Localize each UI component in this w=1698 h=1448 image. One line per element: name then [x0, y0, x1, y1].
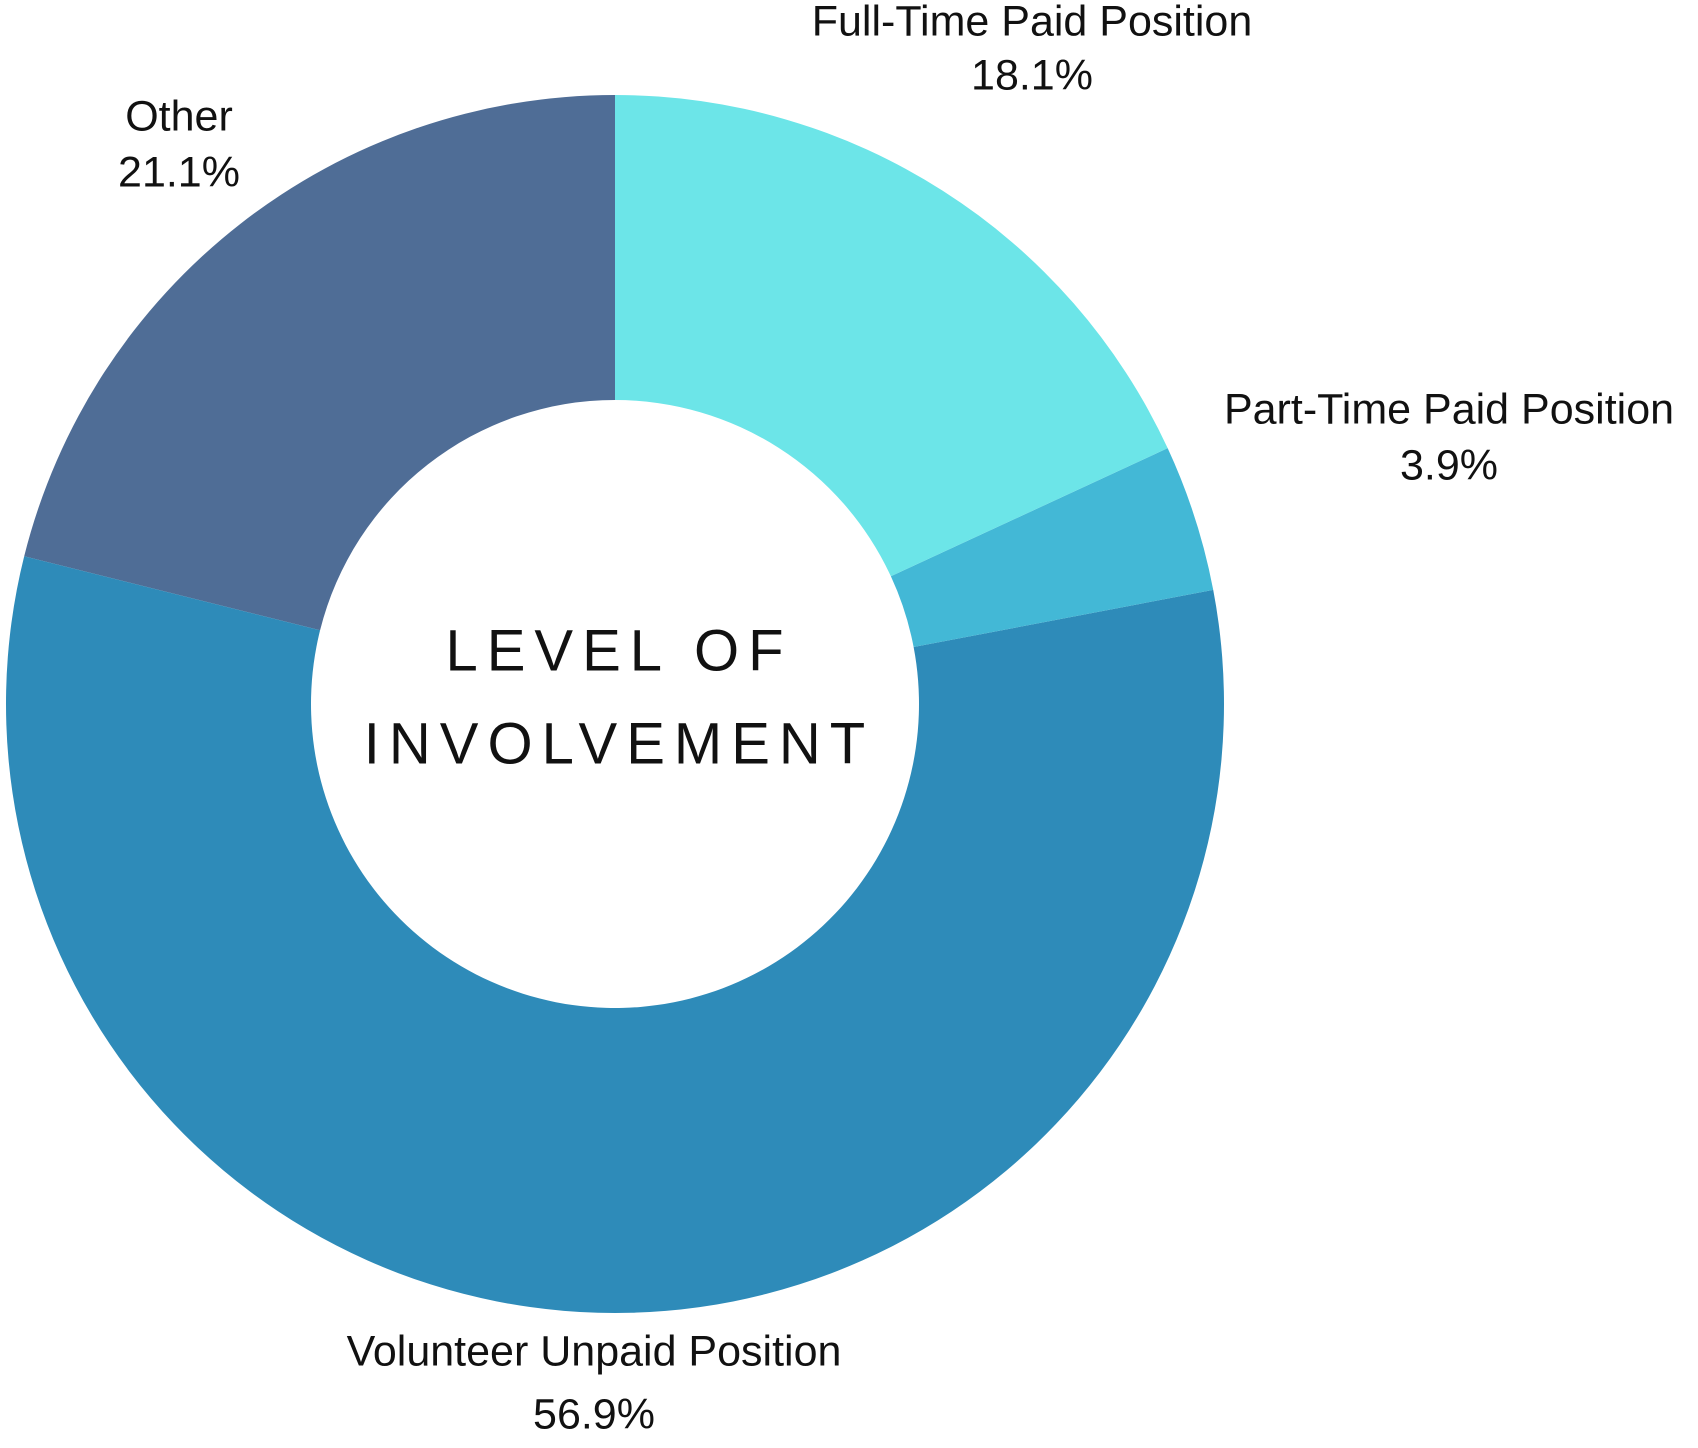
slice-value-label: 18.1%	[971, 51, 1093, 99]
slice-label: Other	[125, 92, 233, 140]
slice-value-label: 56.9%	[533, 1390, 655, 1438]
slice-label: Full-Time Paid Position	[812, 0, 1253, 45]
slice-label: Volunteer Unpaid Position	[347, 1327, 842, 1375]
donut-slice	[6, 556, 1225, 1314]
slice-label: Part-Time Paid Position	[1224, 385, 1674, 433]
donut-slice	[890, 448, 1214, 648]
slice-value-label: 3.9%	[1400, 441, 1498, 489]
slice-value-label: 21.1%	[118, 148, 240, 196]
donut-slice	[615, 95, 1168, 577]
chart-title: LEVEL OF	[445, 618, 792, 683]
chart-title: INVOLVEMENT	[364, 711, 874, 776]
donut-slice	[24, 95, 615, 631]
